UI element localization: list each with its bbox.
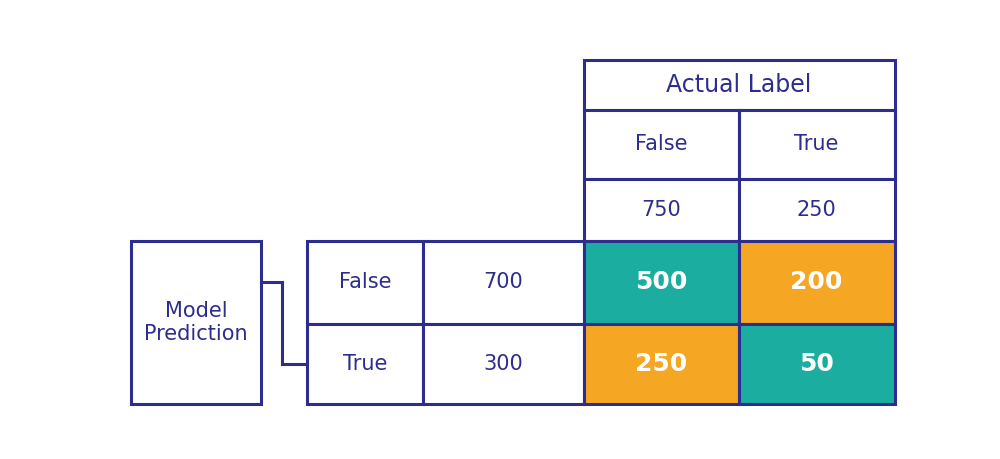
Text: 250: 250 <box>797 200 837 220</box>
Text: Model
Prediction: Model Prediction <box>144 301 248 344</box>
Text: 500: 500 <box>635 270 687 294</box>
Bar <box>307 241 423 324</box>
Bar <box>423 241 584 324</box>
Bar <box>307 324 423 404</box>
Bar <box>584 60 895 110</box>
Text: Actual Label: Actual Label <box>666 73 812 97</box>
Bar <box>584 241 739 324</box>
Text: 300: 300 <box>484 354 523 374</box>
Text: 50: 50 <box>799 352 834 376</box>
Text: 750: 750 <box>641 200 681 220</box>
Bar <box>584 110 739 179</box>
Text: False: False <box>339 272 392 292</box>
Bar <box>131 241 261 404</box>
Bar <box>739 110 895 179</box>
Text: 200: 200 <box>790 270 843 294</box>
Text: True: True <box>343 354 387 374</box>
Bar <box>739 241 895 324</box>
Text: 700: 700 <box>484 272 523 292</box>
Text: 250: 250 <box>635 352 687 376</box>
Bar <box>584 324 739 404</box>
Text: False: False <box>635 134 688 154</box>
Bar <box>739 324 895 404</box>
Bar <box>739 179 895 241</box>
Bar <box>423 324 584 404</box>
Bar <box>584 179 739 241</box>
Text: True: True <box>794 134 839 154</box>
